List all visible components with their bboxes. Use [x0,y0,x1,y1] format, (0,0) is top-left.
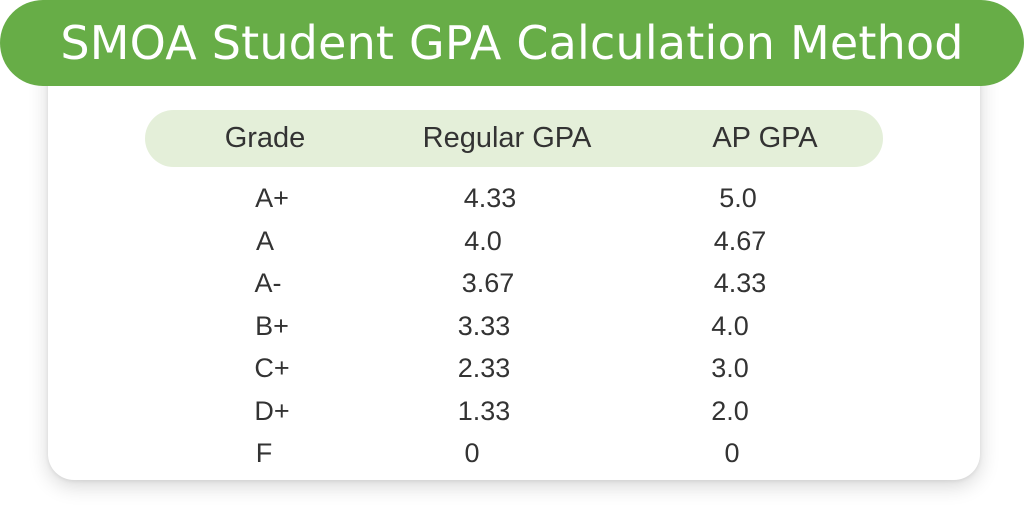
page-title: SMOA Student GPA Calculation Method [60,16,964,70]
regular-gpa-cell: 1.33 [457,396,511,426]
header-ap-gpa: AP GPA [712,122,818,154]
grade-cell: D+ [254,396,290,426]
regular-gpa-cell: 2.33 [457,353,511,383]
regular-gpa-cell: 3.33 [457,311,511,341]
ap-gpa-cell: 4.67 [713,226,767,256]
regular-gpa-cell: 4.0 [464,226,502,256]
header-grade: Grade [224,122,306,154]
ap-gpa-cell: 4.0 [711,311,749,341]
ap-gpa-cell: 3.0 [711,353,749,383]
grade-cell: A- [254,268,282,298]
grade-cell: A [255,226,275,256]
regular-gpa-cell: 3.67 [461,268,515,298]
title-banner: SMOA Student GPA Calculation Method [0,0,1024,86]
ap-gpa-cell: 4.33 [713,268,767,298]
grade-cell: C+ [254,353,290,383]
ap-gpa-cell: 0 [724,438,740,468]
ap-gpa-cell: 5.0 [719,183,757,213]
grade-cell: A+ [255,183,289,213]
regular-gpa-cell: 4.33 [463,183,517,213]
grade-cell: F [255,438,273,468]
ap-gpa-cell: 2.0 [711,396,749,426]
table-header-row: Grade Regular GPA AP GPA [145,110,883,167]
gpa-table-card [48,30,980,480]
header-regular-gpa: Regular GPA [422,122,592,154]
regular-gpa-cell: 0 [464,438,480,468]
grade-cell: B+ [255,311,289,341]
